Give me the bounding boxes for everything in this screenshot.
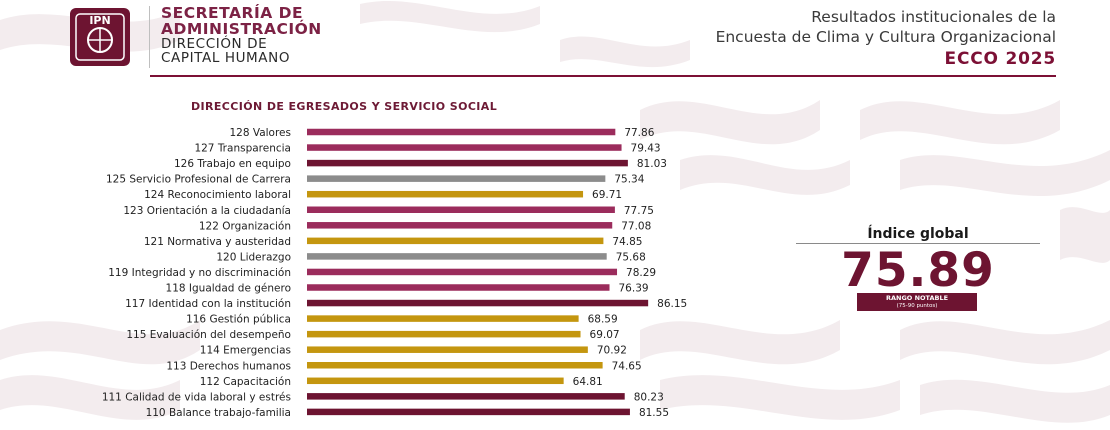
category-label: 111 Calidad de vida laboral y estrés [102, 391, 291, 403]
bar [307, 222, 613, 229]
org-name-line4: CAPITAL HUMANO [161, 50, 291, 66]
global-index-title: Índice global [867, 226, 969, 242]
data-label: 64.81 [573, 376, 603, 388]
range-detail: (75-90 puntos) [896, 303, 938, 309]
org-divider [149, 6, 150, 68]
bar [307, 393, 625, 400]
category-label: 121 Normativa y austeridad [144, 236, 291, 248]
category-label: 117 Identidad con la institución [125, 298, 291, 310]
bar [307, 128, 616, 136]
bar [307, 175, 606, 182]
bar [307, 268, 618, 276]
data-label: 80.23 [634, 391, 664, 403]
bar [307, 144, 622, 151]
bar [307, 253, 607, 260]
org-name-line2: ADMINISTRACIÓN [161, 20, 322, 38]
category-label: 125 Servicio Profesional de Carrera [106, 174, 291, 186]
category-label: 114 Emergencias [200, 345, 291, 357]
category-label: 112 Capacitación [200, 376, 291, 388]
data-label: 86.15 [657, 298, 687, 310]
data-label: 77.08 [621, 220, 651, 232]
range-label: RANGO NOTABLE [885, 294, 949, 302]
data-label: 77.75 [624, 205, 654, 217]
bar [307, 377, 564, 385]
category-label: 124 Reconocimiento laboral [144, 189, 291, 201]
bar [307, 299, 649, 307]
range-badge: RANGO NOTABLE (75-90 puntos) [857, 293, 977, 311]
bar [307, 315, 579, 322]
category-label: 110 Balance trabajo-familia [146, 407, 291, 419]
header-rule [150, 75, 1056, 77]
category-label: 127 Transparencia [194, 143, 291, 155]
category-label: 122 Organización [199, 220, 291, 232]
bar [307, 206, 615, 213]
category-label: 115 Evaluación del desempeño [126, 329, 291, 341]
data-label: 75.68 [616, 251, 646, 263]
category-label: 120 Liderazgo [216, 251, 291, 263]
category-label: 116 Gestión pública [186, 314, 291, 326]
category-label: 113 Derechos humanos [166, 360, 291, 372]
global-index-rule [796, 243, 1040, 244]
report-title-line2: Encuesta de Clima y Cultura Organizacion… [715, 28, 1056, 46]
header: IPN SECRETARÍA DE ADMINISTRACIÓN DIRECCI… [0, 0, 1110, 80]
category-label: 119 Integridad y no discriminación [108, 267, 291, 279]
data-label: 74.65 [612, 360, 642, 372]
global-index-value: 75.89 [841, 243, 995, 298]
chart-title: DIRECCIÓN DE EGRESADOS Y SERVICIO SOCIAL [191, 100, 498, 113]
data-label: 69.71 [592, 189, 622, 201]
category-label: 128 Valores [229, 127, 291, 139]
data-label: 79.43 [631, 143, 661, 155]
org-name-line3: DIRECCIÓN DE [161, 36, 268, 52]
report-title-line1: Resultados institucionales de la [811, 8, 1056, 26]
bar [307, 346, 588, 353]
bar [307, 408, 630, 416]
ipn-logo: IPN [70, 8, 130, 66]
bar [307, 159, 628, 167]
bar [307, 190, 584, 198]
data-label: 74.85 [612, 236, 642, 248]
data-label: 70.92 [597, 345, 627, 357]
data-label: 68.59 [588, 314, 618, 326]
data-label: 76.39 [619, 283, 649, 295]
category-label: 118 Igualdad de género [166, 283, 291, 295]
category-label: 123 Orientación a la ciudadanía [123, 205, 291, 217]
bar [307, 284, 610, 291]
category-label: 126 Trabajo en equipo [174, 158, 291, 170]
report-title-line3: ECCO 2025 [944, 49, 1056, 69]
data-label: 75.34 [614, 174, 644, 186]
bar [307, 362, 603, 369]
data-label: 77.86 [624, 127, 654, 139]
org-name-line1: SECRETARÍA DE [161, 4, 304, 22]
bar [307, 237, 604, 245]
data-label: 81.55 [639, 407, 669, 419]
bar [307, 330, 581, 338]
data-label: 78.29 [626, 267, 656, 279]
data-label: 81.03 [637, 158, 667, 170]
data-label: 69.07 [590, 329, 620, 341]
logo-text: IPN [89, 14, 110, 27]
